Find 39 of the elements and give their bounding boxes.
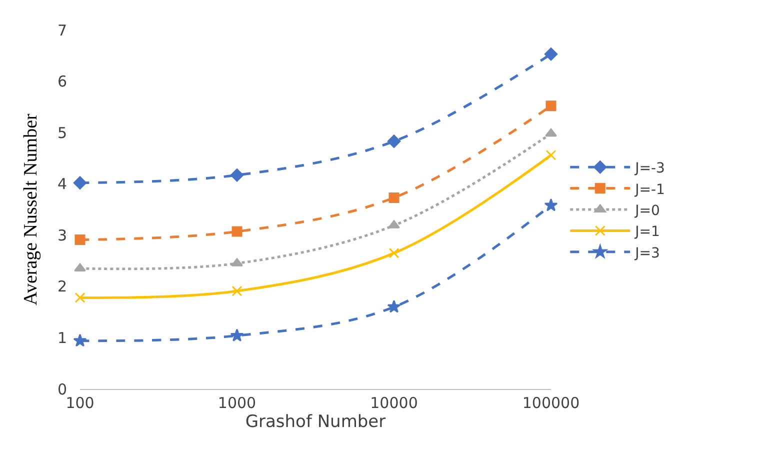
point xyxy=(388,220,400,228)
legend-label: J=-1 xyxy=(634,182,665,198)
y-tick-label: 3 xyxy=(57,226,67,244)
point xyxy=(546,100,556,112)
point xyxy=(231,258,243,266)
point xyxy=(73,176,87,190)
y-tick-label: 7 xyxy=(57,21,67,40)
point xyxy=(232,286,242,296)
point xyxy=(544,198,558,212)
legend-label: J=3 xyxy=(634,245,660,262)
point xyxy=(230,168,244,182)
legend-label: J=0 xyxy=(634,202,660,219)
x-tick-label: 1000 xyxy=(218,394,256,412)
x-tick-label: 10000 xyxy=(370,394,418,412)
y-tick-label: 2 xyxy=(57,278,67,296)
point xyxy=(388,192,400,203)
point xyxy=(388,248,400,258)
point xyxy=(544,48,558,61)
point xyxy=(545,128,557,137)
point xyxy=(387,300,401,313)
point xyxy=(387,134,401,148)
legend-label: J=-3 xyxy=(634,160,665,177)
legend-label: J=1 xyxy=(634,224,660,240)
y-tick-label: 4 xyxy=(57,175,67,194)
point xyxy=(74,292,86,303)
y-tick-label: 6 xyxy=(57,72,67,91)
y-tick-label: 0 xyxy=(57,380,67,398)
y-tick-label: 1 xyxy=(57,328,67,347)
y-tick-label: 5 xyxy=(57,124,67,142)
x-axis-title: Grashof Number xyxy=(245,412,386,432)
point xyxy=(73,334,87,347)
x-tick-label: 100 xyxy=(66,394,94,412)
point xyxy=(230,328,244,342)
point xyxy=(232,226,242,237)
x-tick-label: 100000 xyxy=(522,394,580,412)
point xyxy=(546,150,556,160)
y-axis-title: Average Nusselt Number xyxy=(20,112,42,306)
point xyxy=(74,234,86,246)
point xyxy=(74,263,86,272)
